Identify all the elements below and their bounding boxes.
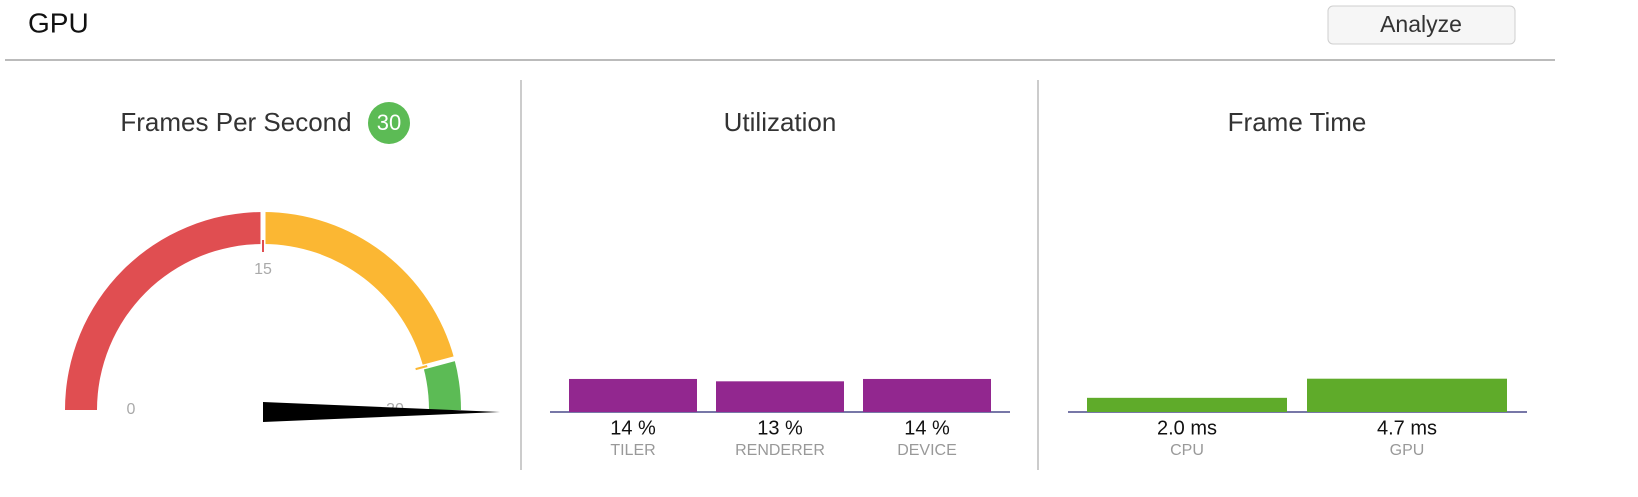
panel-title: Utilization <box>724 107 837 137</box>
value-label: 13 % <box>757 417 803 439</box>
bar <box>716 381 844 412</box>
gauge-zone <box>423 358 461 410</box>
gauge-tick <box>415 365 428 371</box>
gauge-tick-label: 0 <box>127 401 136 418</box>
fps-badge <box>368 102 410 144</box>
bar <box>863 378 991 412</box>
bar <box>569 378 697 412</box>
gauge-tick-label: 15 <box>254 261 272 278</box>
category-label: CPU <box>1170 442 1204 459</box>
value-label: 14 % <box>904 417 950 439</box>
value-label: 4.7 ms <box>1377 417 1437 439</box>
value-label: 2.0 ms <box>1157 417 1217 439</box>
gauge-zone <box>65 212 263 410</box>
gauge-zone <box>263 212 455 368</box>
bar <box>1087 397 1287 412</box>
fps-badge-value: 30 <box>377 110 401 135</box>
category-label: RENDERER <box>735 442 825 459</box>
gauge-needle <box>263 402 500 422</box>
header-title: GPU <box>28 7 89 38</box>
value-label: 14 % <box>610 417 656 439</box>
category-label: DEVICE <box>897 442 957 459</box>
bar <box>1307 378 1507 412</box>
panel-title: Frames Per Second <box>120 107 351 137</box>
analyze-button[interactable] <box>1327 5 1516 45</box>
analyze-button-label[interactable]: Analyze <box>1380 11 1462 37</box>
panel-title: Frame Time <box>1228 107 1367 137</box>
category-label: TILER <box>610 442 655 459</box>
category-label: GPU <box>1390 442 1425 459</box>
